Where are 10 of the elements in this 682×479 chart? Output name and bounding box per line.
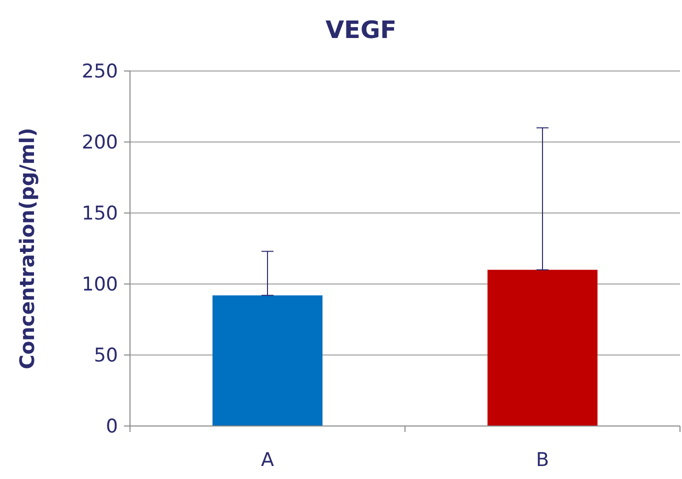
y-tick-label: 200 xyxy=(82,132,118,154)
y-tick-label: 0 xyxy=(106,416,118,438)
y-tick-label: 250 xyxy=(82,60,118,83)
y-axis-title: Concentration(pg/ml) xyxy=(15,128,39,370)
y-tick-label: 150 xyxy=(82,202,118,225)
x-tick-label: B xyxy=(536,449,550,471)
chart-title: VEGF xyxy=(325,16,397,44)
y-tick-label: 100 xyxy=(82,274,118,296)
x-tick-label: A xyxy=(261,449,274,471)
y-tick-label: 50 xyxy=(94,344,118,367)
